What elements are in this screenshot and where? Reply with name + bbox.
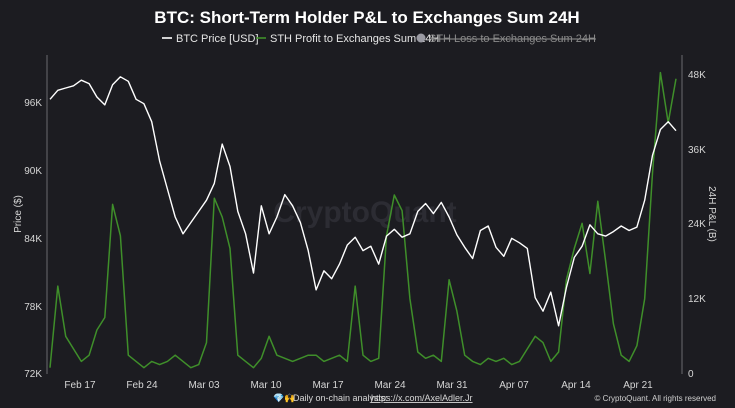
x-tick: Mar 31 — [436, 380, 468, 391]
legend-item-price[interactable]: BTC Price [USD] — [162, 33, 259, 45]
y-tick-left: 90K — [24, 166, 42, 177]
y-axis-right-ticks: 0 12K 24K 36K 48K — [688, 70, 706, 380]
legend-item-profit[interactable]: STH Profit to Exchanges Sum 24H — [256, 33, 439, 45]
y-axis-left-title: Price ($) — [13, 195, 24, 233]
x-tick: Mar 24 — [374, 380, 406, 391]
series-line-btc-price — [49, 76, 677, 327]
legend: BTC Price [USD] STH Profit to Exchanges … — [162, 33, 596, 45]
x-tick: Mar 10 — [250, 380, 282, 391]
legend-label-loss: STH Loss to Exchanges Sum 24H — [429, 33, 596, 45]
y-tick-left: 84K — [24, 234, 42, 245]
x-tick: Feb 17 — [64, 380, 96, 391]
y-tick-right: 12K — [688, 294, 706, 305]
footer-icons: 💎🙌 — [273, 393, 295, 403]
x-tick: Mar 03 — [188, 380, 220, 391]
x-tick: Feb 24 — [126, 380, 158, 391]
chart-title: BTC: Short-Term Holder P&L to Exchanges … — [154, 8, 579, 27]
y-tick-left: 78K — [24, 302, 42, 313]
y-tick-right: 36K — [688, 145, 706, 156]
x-tick: Apr 21 — [623, 380, 653, 391]
footer: 💎🙌 Daily on-chain analysis: https://x.co… — [273, 393, 473, 403]
legend-label-price: BTC Price [USD] — [176, 33, 259, 45]
watermark: CryptoQuant — [273, 196, 456, 229]
series-line-sth-profit — [49, 71, 677, 369]
footer-text: Daily on-chain analysis: — [293, 393, 388, 403]
y-tick-left: 96K — [24, 98, 42, 109]
y-tick-right: 24K — [688, 219, 706, 230]
x-tick: Mar 17 — [312, 380, 344, 391]
copyright-text: © CryptoQuant. All rights reserved — [595, 394, 717, 403]
y-tick-left: 72K — [24, 369, 42, 380]
footer-link[interactable]: https://x.com/AxelAdler.Jr — [371, 393, 473, 403]
legend-swatch-loss — [416, 33, 426, 43]
x-tick: Apr 07 — [499, 380, 529, 391]
x-tick: Apr 14 — [561, 380, 591, 391]
y-axis-right-title: 24H P&L (B) — [706, 186, 717, 242]
y-tick-right: 0 — [688, 369, 694, 380]
x-axis-ticks: Feb 17 Feb 24 Mar 03 Mar 10 Mar 17 Mar 2… — [64, 380, 653, 391]
y-axis-left-ticks: 72K 78K 84K 90K 96K — [24, 98, 42, 380]
y-tick-right: 48K — [688, 70, 706, 81]
legend-item-loss[interactable]: STH Loss to Exchanges Sum 24H — [416, 33, 596, 45]
legend-label-profit: STH Profit to Exchanges Sum 24H — [270, 33, 439, 45]
